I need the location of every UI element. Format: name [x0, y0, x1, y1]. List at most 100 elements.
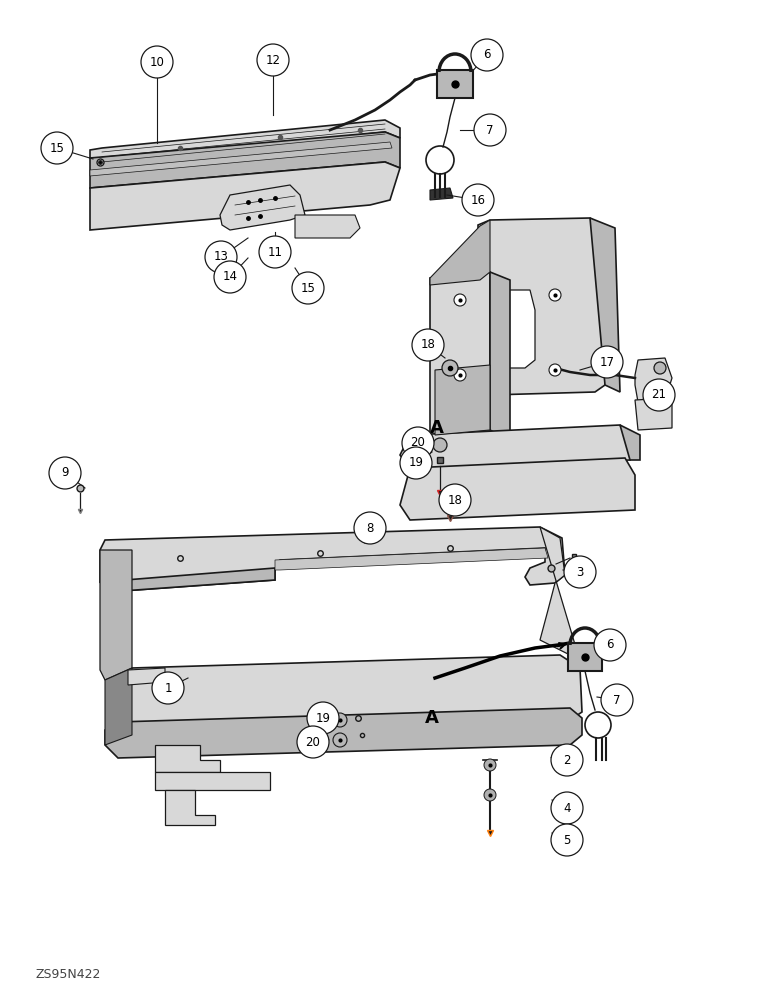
Polygon shape — [90, 162, 400, 230]
Text: 1: 1 — [164, 682, 171, 694]
Polygon shape — [478, 218, 605, 395]
Text: 19: 19 — [408, 456, 424, 470]
Text: 9: 9 — [61, 466, 69, 480]
Text: A: A — [430, 419, 444, 437]
Text: 20: 20 — [306, 736, 320, 748]
Polygon shape — [590, 218, 620, 392]
Text: 16: 16 — [470, 194, 486, 207]
Text: 11: 11 — [268, 245, 283, 258]
Circle shape — [259, 236, 291, 268]
Text: ZS95N422: ZS95N422 — [35, 968, 100, 982]
Polygon shape — [490, 290, 535, 368]
Text: 4: 4 — [564, 802, 571, 814]
Text: 2: 2 — [564, 754, 571, 766]
Polygon shape — [165, 790, 215, 825]
Circle shape — [551, 792, 583, 824]
Polygon shape — [435, 365, 490, 435]
Polygon shape — [105, 708, 582, 758]
Circle shape — [549, 364, 561, 376]
Circle shape — [307, 702, 339, 734]
Text: 6: 6 — [606, 639, 614, 652]
Polygon shape — [620, 425, 640, 460]
Circle shape — [462, 184, 494, 216]
Circle shape — [654, 362, 666, 374]
Bar — [568, 643, 602, 671]
Text: 6: 6 — [483, 48, 491, 62]
Text: A: A — [425, 709, 439, 727]
Text: 13: 13 — [214, 250, 229, 263]
Polygon shape — [430, 220, 490, 285]
Text: 17: 17 — [600, 356, 615, 368]
Text: 18: 18 — [421, 338, 435, 352]
Text: 15: 15 — [300, 282, 316, 294]
Text: 10: 10 — [150, 55, 164, 68]
Circle shape — [591, 346, 623, 378]
Circle shape — [454, 369, 466, 381]
Circle shape — [439, 484, 471, 516]
Circle shape — [214, 261, 246, 293]
Circle shape — [412, 329, 444, 361]
Circle shape — [433, 438, 447, 452]
Polygon shape — [430, 188, 453, 200]
Polygon shape — [540, 527, 582, 668]
Text: 21: 21 — [652, 388, 666, 401]
Polygon shape — [105, 668, 132, 745]
Text: 20: 20 — [411, 436, 425, 450]
Circle shape — [442, 360, 458, 376]
Text: 7: 7 — [613, 694, 621, 706]
Circle shape — [551, 744, 583, 776]
Polygon shape — [118, 655, 582, 735]
Circle shape — [474, 114, 506, 146]
Polygon shape — [400, 425, 630, 470]
Polygon shape — [100, 568, 275, 592]
Text: 7: 7 — [486, 123, 494, 136]
Polygon shape — [295, 215, 360, 238]
Polygon shape — [430, 272, 490, 435]
Circle shape — [454, 294, 466, 306]
Polygon shape — [100, 527, 565, 592]
Circle shape — [354, 512, 386, 544]
Circle shape — [402, 427, 434, 459]
Text: 3: 3 — [577, 566, 584, 578]
Polygon shape — [635, 398, 672, 430]
Text: 8: 8 — [366, 522, 374, 534]
Circle shape — [564, 556, 596, 588]
Circle shape — [152, 672, 184, 704]
Circle shape — [41, 132, 73, 164]
Text: 5: 5 — [564, 834, 571, 846]
Circle shape — [141, 46, 173, 78]
Circle shape — [49, 457, 81, 489]
Polygon shape — [155, 745, 220, 772]
Polygon shape — [220, 185, 305, 230]
Bar — [437, 70, 473, 98]
Text: 12: 12 — [266, 53, 280, 66]
Polygon shape — [155, 772, 270, 790]
Polygon shape — [90, 120, 400, 162]
Polygon shape — [400, 458, 635, 520]
Text: 15: 15 — [49, 141, 64, 154]
Circle shape — [333, 713, 347, 727]
Circle shape — [333, 733, 347, 747]
Polygon shape — [635, 358, 672, 402]
Text: 14: 14 — [222, 270, 238, 284]
Circle shape — [551, 824, 583, 856]
Circle shape — [471, 39, 503, 71]
Polygon shape — [490, 272, 510, 440]
Circle shape — [400, 447, 432, 479]
Circle shape — [257, 44, 289, 76]
Polygon shape — [90, 142, 392, 176]
Circle shape — [205, 241, 237, 273]
Circle shape — [643, 379, 675, 411]
Polygon shape — [128, 668, 165, 685]
Circle shape — [484, 759, 496, 771]
Polygon shape — [100, 550, 132, 680]
Polygon shape — [90, 132, 400, 188]
Circle shape — [549, 289, 561, 301]
Circle shape — [297, 726, 329, 758]
Circle shape — [484, 789, 496, 801]
Polygon shape — [275, 548, 548, 570]
Text: 19: 19 — [316, 712, 330, 724]
Circle shape — [594, 629, 626, 661]
Circle shape — [601, 684, 633, 716]
Circle shape — [292, 272, 324, 304]
